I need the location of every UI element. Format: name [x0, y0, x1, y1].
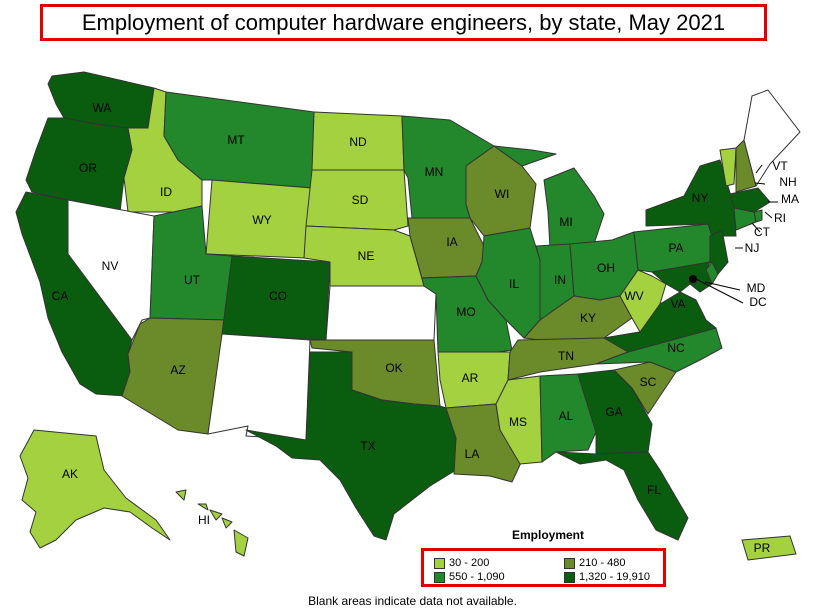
legend-label: 210 - 480	[579, 557, 626, 569]
state-label-nh: NH	[779, 175, 796, 189]
state-label-pr: PR	[754, 541, 771, 555]
legend-item: 30 - 200	[434, 557, 489, 569]
map-title-text: Employment of computer hardware engineer…	[81, 9, 726, 35]
state-label-id: ID	[160, 185, 172, 199]
footnote: Blank areas indicate data not available.	[308, 594, 517, 608]
state-fl	[555, 451, 689, 541]
state-label-oh: OH	[597, 261, 615, 275]
legend-swatch	[564, 557, 575, 569]
state-label-ct: CT	[754, 225, 771, 239]
state-label-ne: NE	[358, 249, 375, 263]
state-pr	[741, 535, 797, 561]
state-label-ca: CA	[52, 289, 69, 303]
state-il	[475, 227, 541, 339]
dc-marker	[689, 275, 697, 283]
state-label-wa: WA	[93, 101, 112, 115]
state-nj	[709, 229, 729, 275]
legend-title: Employment	[512, 528, 585, 542]
state-label-mt: MT	[227, 133, 245, 147]
state-label-wv: WV	[624, 289, 643, 303]
state-label-nc: NC	[667, 341, 685, 355]
state-mi	[493, 145, 605, 249]
state-label-nd: ND	[349, 135, 367, 149]
state-or	[25, 117, 133, 213]
state-label-tn: TN	[558, 349, 574, 363]
state-label-mi: MI	[559, 215, 572, 229]
state-label-wi: WI	[495, 187, 510, 201]
state-label-ok: OK	[385, 361, 402, 375]
state-label-ms: MS	[509, 415, 527, 429]
state-labels-layer: WA OR CA ID NV MT WY UT AZ CO ND SD NE OK TX MN IA MO AR LA…	[52, 101, 799, 555]
state-label-nv: NV	[102, 259, 119, 273]
callout-lines	[693, 164, 778, 304]
state-sc	[613, 361, 677, 415]
state-label-nj: NJ	[745, 241, 760, 255]
state-label-az: AZ	[170, 363, 185, 377]
state-label-mo: MO	[456, 305, 475, 319]
state-label-md: MD	[747, 281, 766, 295]
state-label-ky: KY	[580, 311, 596, 325]
state-label-tx: TX	[360, 439, 375, 453]
state-label-mn: MN	[425, 165, 444, 179]
state-me	[743, 89, 801, 187]
legend-item: 1,320 - 19,910	[564, 571, 650, 583]
state-label-co: CO	[269, 289, 287, 303]
state-label-or: OR	[79, 161, 97, 175]
legend-label: 550 - 1,090	[449, 571, 505, 583]
legend-item: 550 - 1,090	[434, 571, 505, 583]
state-md	[651, 261, 713, 293]
state-label-la: LA	[465, 447, 480, 461]
map-title: Employment of computer hardware engineer…	[40, 4, 767, 41]
state-hi	[175, 489, 249, 557]
state-ks	[325, 285, 437, 341]
state-ct	[733, 207, 757, 231]
legend-item: 210 - 480	[564, 557, 625, 569]
state-label-hi: HI	[198, 513, 210, 527]
state-ak	[19, 429, 171, 549]
state-sd	[305, 169, 409, 231]
state-label-in: IN	[554, 273, 566, 287]
state-label-ia: IA	[446, 235, 457, 249]
state-wv	[619, 269, 667, 333]
state-label-dc: DC	[749, 295, 767, 309]
state-label-il: IL	[509, 277, 519, 291]
state-label-vt: VT	[772, 159, 788, 173]
state-label-pa: PA	[668, 241, 683, 255]
legend-label: 30 - 200	[449, 557, 490, 569]
state-label-al: AL	[559, 409, 574, 423]
state-label-ut: UT	[184, 273, 201, 287]
legend-swatch	[434, 571, 445, 583]
state-label-wy: WY	[252, 213, 271, 227]
state-label-fl: FL	[647, 483, 661, 497]
state-label-ny: NY	[692, 191, 709, 205]
legend: 30 - 200 210 - 480 550 - 1,090 1,320 - 1…	[421, 548, 666, 587]
legend-swatch	[564, 571, 575, 583]
state-label-ma: MA	[781, 192, 799, 206]
state-vt	[719, 147, 737, 187]
state-label-va: VA	[670, 297, 685, 311]
state-label-sd: SD	[352, 193, 369, 207]
state-label-ri: RI	[774, 211, 786, 225]
state-tx	[245, 351, 457, 541]
legend-label: 1,320 - 19,910	[579, 571, 650, 583]
states-layer	[15, 71, 801, 561]
state-label-ga: GA	[605, 405, 622, 419]
state-label-ar: AR	[462, 371, 479, 385]
state-nm	[207, 333, 311, 441]
state-ma	[729, 187, 771, 213]
state-label-ak: AK	[62, 467, 78, 481]
legend-swatch	[434, 557, 445, 569]
state-label-sc: SC	[640, 375, 657, 389]
